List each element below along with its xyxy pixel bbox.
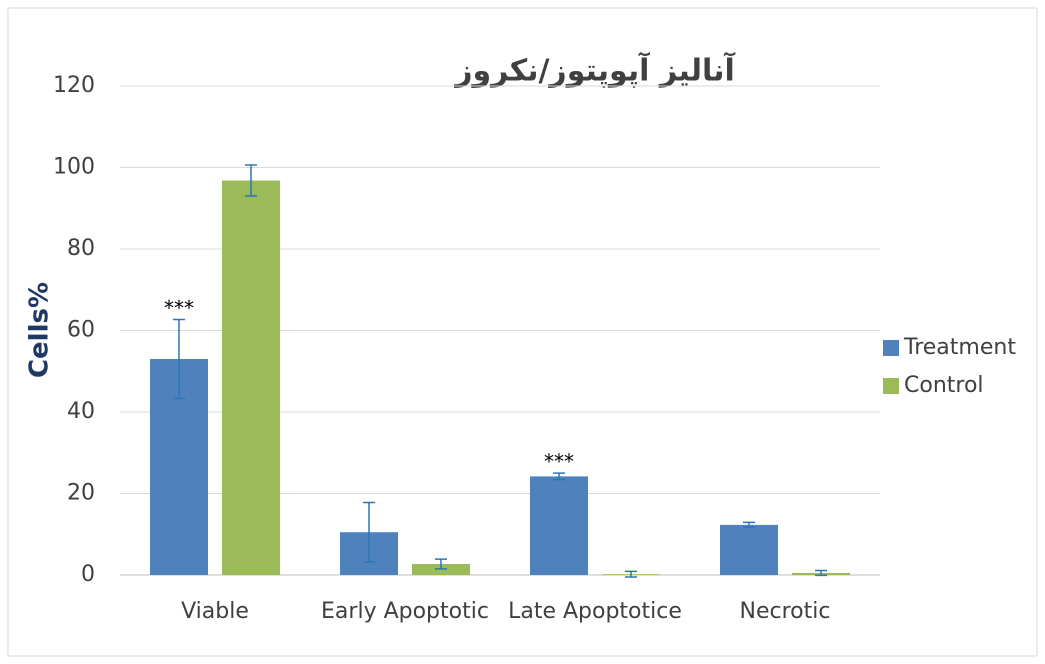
legend-swatch xyxy=(883,378,899,394)
bar xyxy=(720,524,778,575)
error-bar xyxy=(815,569,827,577)
y-tick-label: 20 xyxy=(67,481,95,506)
significance-label: *** xyxy=(164,296,194,320)
x-tick-label: Late Apoptotice xyxy=(508,599,682,624)
significance-label: *** xyxy=(544,450,574,474)
legend-label: Treatment xyxy=(903,335,1016,360)
y-axis-label: Cells% xyxy=(25,282,55,378)
y-tick-label: 40 xyxy=(67,399,95,424)
y-tick-label: 60 xyxy=(67,318,95,343)
error-bar xyxy=(245,164,257,197)
error-bar xyxy=(435,558,447,570)
x-tick-label: Viable xyxy=(181,599,249,624)
bar xyxy=(222,180,280,576)
legend-label: Control xyxy=(904,373,984,398)
error-bar xyxy=(553,472,565,481)
chart-title: آنالیز آپوپتوز/نکروز xyxy=(453,52,735,89)
error-bar xyxy=(173,318,185,400)
x-tick-label: Early Apoptotic xyxy=(321,599,489,624)
y-tick-label: 100 xyxy=(53,155,95,180)
legend-swatch xyxy=(883,340,899,356)
y-tick-label: 0 xyxy=(81,562,95,587)
error-bar xyxy=(743,521,755,529)
x-tick-label: Necrotic xyxy=(740,599,831,624)
bar xyxy=(530,476,588,575)
error-bar xyxy=(363,501,375,563)
error-bar xyxy=(625,570,637,578)
y-tick-label: 120 xyxy=(53,73,95,98)
y-tick-label: 80 xyxy=(67,236,95,261)
